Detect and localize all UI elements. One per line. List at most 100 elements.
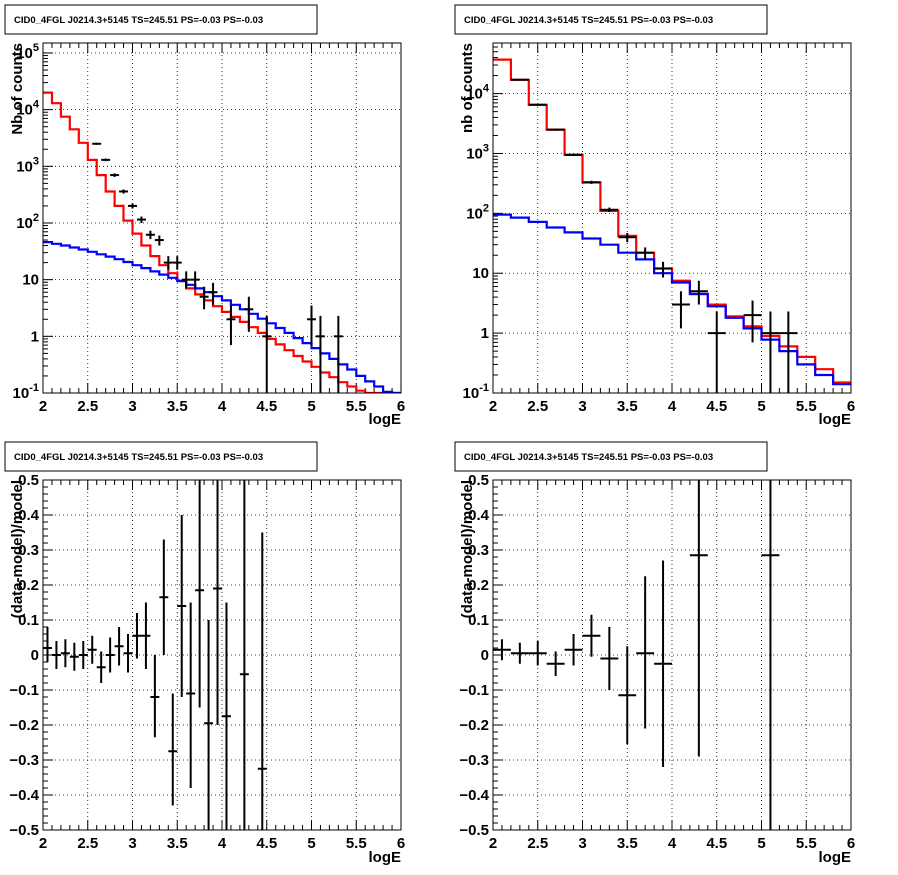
x-tick-label: 2.5 — [527, 398, 548, 415]
y-tick-label: 104 — [466, 83, 490, 103]
y-tick-label: 0.5 — [18, 472, 39, 489]
data-point — [222, 602, 231, 830]
x-tick-label: 3 — [128, 835, 136, 852]
data-point — [195, 480, 205, 708]
data-point — [123, 634, 133, 673]
y-tick-label: −0.1 — [459, 682, 489, 699]
data-point — [119, 189, 129, 194]
axis-ticks — [492, 42, 852, 394]
data-point — [510, 78, 529, 81]
x-axis-label: logE — [369, 849, 402, 866]
x-tick-label: 4 — [668, 835, 677, 852]
y-tick-label: 10-1 — [463, 382, 489, 402]
y-tick-label: 104 — [16, 99, 40, 119]
x-axis-label: logE — [819, 411, 852, 428]
data-point — [528, 103, 547, 106]
plot-frame — [492, 479, 852, 831]
data-point — [654, 261, 672, 278]
data-point — [743, 300, 762, 343]
data-point — [168, 693, 178, 806]
data-point — [582, 180, 601, 184]
x-tick-label: 2 — [489, 398, 497, 415]
x-tick-label: 2 — [39, 398, 47, 415]
chart-title: CID0_4FGL J0214.3+5145 TS=245.51 PS=-0.0… — [14, 15, 263, 26]
title-box — [454, 4, 768, 35]
x-tick-label: 3 — [578, 835, 586, 852]
data-point — [600, 627, 619, 690]
data-point — [199, 286, 209, 310]
y-tick-label: −0.4 — [459, 787, 489, 804]
data-point — [654, 560, 672, 767]
data-point — [51, 641, 61, 669]
y-tick-label: −0.4 — [9, 787, 39, 804]
x-tick-label: 5.5 — [346, 398, 367, 415]
x-tick-label: 2 — [489, 835, 497, 852]
x-tick-label: 6 — [847, 398, 855, 415]
data-point — [779, 311, 798, 393]
data-point — [333, 315, 343, 393]
data-point — [78, 641, 88, 669]
x-tick-label: 3.5 — [167, 398, 188, 415]
data-point — [618, 232, 637, 243]
y-tick-label: 0.2 — [468, 577, 489, 594]
y-tick-label: 0.3 — [468, 542, 489, 559]
y-axis-label: nb of counts — [459, 43, 476, 133]
plot-area — [43, 91, 401, 393]
y-tick-label: 0.2 — [18, 577, 39, 594]
x-tick-label: 5.5 — [796, 398, 817, 415]
series-line-total-model — [43, 91, 401, 393]
x-tick-label: 2.5 — [527, 835, 548, 852]
x-axis-label: logE — [819, 849, 852, 866]
data-point — [564, 153, 583, 156]
grid — [43, 480, 401, 830]
data-point — [136, 216, 146, 223]
y-axis-label: (data-model)/model — [459, 480, 476, 618]
y-tick-label: 103 — [466, 142, 489, 162]
x-tick-label: 4 — [668, 398, 677, 415]
data-point — [101, 158, 111, 162]
x-tick-label: 3.5 — [167, 835, 188, 852]
data-point — [96, 651, 106, 683]
data-point — [190, 271, 200, 289]
data-point — [69, 642, 79, 671]
data-point — [761, 311, 780, 393]
x-tick-label: 6 — [847, 835, 855, 852]
y-tick-label: 10 — [22, 272, 39, 289]
data-point — [761, 480, 780, 830]
x-tick-label: 2.5 — [77, 835, 98, 852]
x-tick-label: 4.5 — [706, 398, 727, 415]
data-point — [145, 230, 155, 240]
x-tick-label: 4.5 — [256, 398, 277, 415]
x-tick-label: 3 — [128, 398, 136, 415]
x-tick-label: 5.5 — [796, 835, 817, 852]
data-point — [92, 142, 102, 145]
y-tick-label: 0.1 — [18, 612, 39, 629]
y-tick-label: 1 — [481, 325, 489, 342]
y-tick-label: −0.5 — [459, 822, 489, 839]
data-point — [546, 128, 565, 131]
plot-frame — [492, 42, 852, 394]
data-point — [87, 635, 97, 664]
y-tick-label: −0.2 — [459, 717, 489, 734]
chart-title: CID0_4FGL J0214.3+5145 TS=245.51 PS=-0.0… — [464, 452, 713, 463]
y-tick-label: 0.4 — [18, 507, 40, 524]
y-tick-label: −0.3 — [459, 752, 489, 769]
grid — [493, 43, 851, 393]
y-tick-label: 10 — [472, 265, 489, 282]
data-point — [307, 305, 316, 346]
plot-area — [493, 58, 851, 393]
data-point — [257, 532, 267, 830]
y-tick-label: 0.1 — [468, 612, 489, 629]
data-point — [672, 291, 690, 329]
grid — [43, 43, 401, 393]
data-point — [208, 282, 218, 305]
x-tick-label: 3 — [578, 398, 586, 415]
y-tick-label: 102 — [466, 202, 489, 222]
y-tick-label: 0 — [31, 647, 39, 664]
x-tick-label: 5 — [757, 835, 765, 852]
x-tick-label: 4 — [218, 398, 227, 415]
data-point — [181, 271, 191, 289]
data-point — [582, 614, 601, 657]
data-point — [163, 256, 173, 270]
x-tick-label: 5 — [757, 398, 765, 415]
